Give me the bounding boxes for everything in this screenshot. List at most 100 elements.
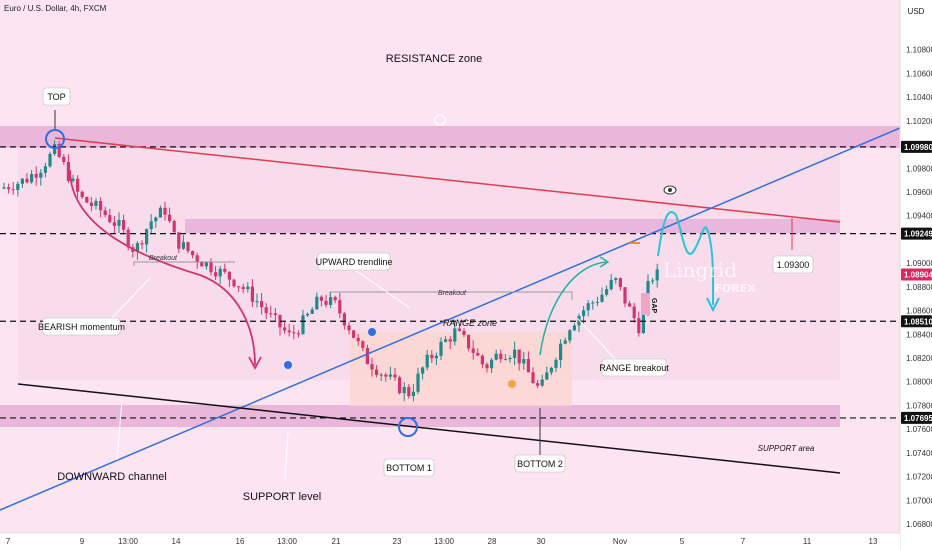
x-tick-label: 28 bbox=[488, 537, 497, 546]
bottom1-circle bbox=[398, 417, 418, 437]
range-zone-box bbox=[350, 332, 572, 406]
price-marker bbox=[901, 315, 932, 328]
y-tick-label: 1.09800 bbox=[906, 164, 932, 173]
candle-body bbox=[522, 358, 526, 364]
breakout-label-2: Breakout bbox=[438, 290, 467, 297]
price-marker bbox=[901, 268, 932, 281]
bearish-curve bbox=[69, 169, 256, 366]
candle-body bbox=[384, 374, 388, 377]
chart-title: Euro / U.S. Dollar, 4h, FXCM bbox=[4, 4, 107, 13]
bottom2-label-box bbox=[514, 454, 566, 473]
candle-body bbox=[457, 328, 461, 331]
candle-body bbox=[338, 300, 342, 314]
candle-body bbox=[39, 172, 43, 178]
candle-body bbox=[536, 383, 540, 386]
candle-body bbox=[439, 341, 443, 356]
candle-body bbox=[223, 268, 227, 272]
candle-body bbox=[62, 156, 66, 163]
bearish-arrowhead bbox=[248, 356, 262, 370]
candle-body bbox=[301, 315, 305, 334]
candle-body bbox=[292, 332, 296, 334]
candle-body bbox=[76, 178, 80, 192]
candle-body bbox=[494, 353, 498, 360]
x-tick-label: 7 bbox=[6, 537, 11, 546]
snail-icon bbox=[508, 380, 516, 388]
candle-body bbox=[329, 297, 333, 305]
candle-body bbox=[99, 200, 103, 211]
candle-body bbox=[416, 373, 420, 392]
candle-body bbox=[250, 286, 254, 302]
candle-body bbox=[444, 339, 448, 342]
currency-label: USD bbox=[908, 7, 925, 16]
candle-body bbox=[117, 220, 121, 226]
candle-body bbox=[200, 262, 204, 267]
x-tick-label: 13:00 bbox=[434, 537, 455, 546]
candle-body bbox=[508, 357, 512, 360]
candle-body bbox=[94, 200, 98, 206]
candle-body bbox=[140, 243, 144, 245]
trendline-point bbox=[284, 361, 292, 369]
candle-body bbox=[411, 391, 415, 397]
candle-body bbox=[269, 313, 273, 315]
range-breakout-pointer bbox=[576, 317, 619, 363]
candle-body bbox=[20, 178, 24, 184]
candle-body bbox=[186, 242, 190, 252]
bottom2-label: BOTTOM 2 bbox=[517, 459, 563, 469]
range-breakout-label: RANGE breakout bbox=[599, 363, 669, 373]
candle-body bbox=[549, 367, 553, 373]
candle-body bbox=[204, 262, 208, 267]
price-marker-label: 1.09249 bbox=[904, 230, 932, 239]
candle-body bbox=[122, 220, 126, 230]
candle-body bbox=[471, 348, 475, 353]
candle-body bbox=[80, 191, 84, 198]
candle-body bbox=[609, 279, 613, 290]
target-label: 1.09300 bbox=[777, 260, 810, 270]
projection-curve bbox=[539, 261, 607, 356]
candle-body bbox=[490, 359, 494, 369]
candle-body bbox=[476, 352, 480, 356]
candle-body bbox=[393, 374, 397, 378]
candle-body bbox=[568, 330, 572, 341]
price-marker bbox=[901, 411, 932, 424]
support-level-label: SUPPORT level bbox=[243, 491, 321, 503]
top-label-box bbox=[42, 87, 71, 106]
bottom1-label-box bbox=[383, 458, 435, 477]
candle-body bbox=[434, 355, 438, 359]
candle-body bbox=[145, 229, 149, 245]
candle-body bbox=[319, 296, 323, 301]
x-tick-label: 13 bbox=[869, 537, 878, 546]
support-band bbox=[0, 405, 840, 427]
price-marker-label: 1.09980 bbox=[904, 143, 932, 152]
x-tick-label: 5 bbox=[680, 537, 685, 546]
candle-body bbox=[632, 306, 636, 319]
upward-trendline bbox=[0, 127, 901, 511]
candle-body bbox=[499, 353, 503, 360]
candle-body bbox=[614, 278, 618, 280]
candle-body bbox=[283, 327, 287, 331]
breakout-line bbox=[133, 261, 235, 266]
y-tick-label: 1.08000 bbox=[906, 378, 932, 387]
candle-body bbox=[421, 367, 425, 374]
x-tick-label: 7 bbox=[741, 537, 746, 546]
candle-body bbox=[227, 271, 231, 280]
candle-body bbox=[591, 302, 595, 304]
candle-body bbox=[595, 301, 599, 303]
y-tick-label: 1.09000 bbox=[906, 259, 932, 268]
candle-body bbox=[2, 187, 6, 189]
y-tick-label: 1.07400 bbox=[906, 449, 932, 458]
down-arrow-icon bbox=[434, 114, 446, 126]
eye-pupil-icon bbox=[668, 188, 672, 192]
candle-body bbox=[214, 272, 218, 277]
candle-body bbox=[462, 330, 466, 335]
candle-body bbox=[605, 289, 609, 295]
y-tick-label: 1.10400 bbox=[906, 93, 932, 102]
watermark-sub: FOREX bbox=[714, 282, 756, 295]
candle-body bbox=[48, 153, 52, 167]
trendline-pointer bbox=[354, 269, 411, 309]
candle-body bbox=[108, 215, 112, 223]
x-tick-label: 16 bbox=[236, 537, 245, 546]
price-marker bbox=[901, 227, 932, 240]
candle-body bbox=[513, 349, 517, 358]
top-circle bbox=[45, 129, 65, 149]
